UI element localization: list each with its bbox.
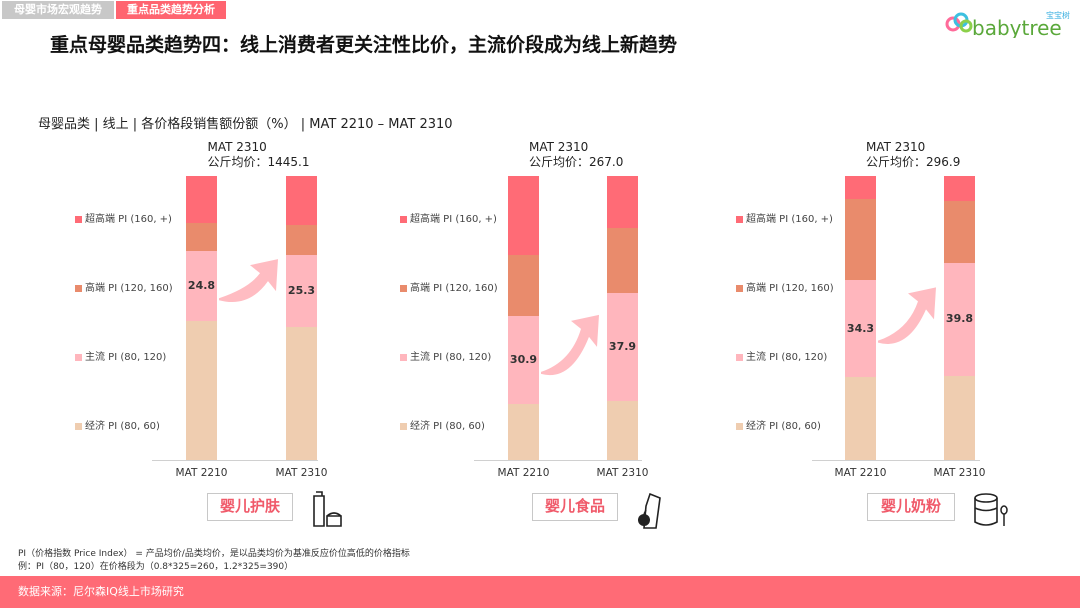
legend-label: 主流 PI (80, 120) <box>85 352 167 363</box>
category-label: 婴儿护肤 <box>207 493 293 521</box>
bar-segment-high <box>845 199 876 280</box>
bar-segment-super_high <box>286 176 317 226</box>
legend-swatch <box>75 422 82 430</box>
chart-header-price: 公斤均价：267.0 <box>529 155 624 169</box>
data-label: 30.9 <box>509 352 538 366</box>
x-axis <box>474 460 642 461</box>
legend-swatch <box>736 215 743 223</box>
chart-header-period: MAT 2310 <box>529 140 589 154</box>
bar-segment-mainstream <box>607 293 638 401</box>
legend-item-super_high: 超高端 PI (160, +) <box>75 210 172 225</box>
legend-label: 主流 PI (80, 120) <box>746 352 828 363</box>
bar-segment-mainstream <box>186 250 217 322</box>
chart-header-price: 公斤均价：1445.1 <box>207 155 310 169</box>
x-tick-label: MAT 2210 <box>497 467 550 479</box>
bar-segment-economy <box>186 321 217 460</box>
footer-source: 数据来源：尼尔森IQ线上市场研究 <box>0 576 1080 608</box>
legend-item-economy: 经济 PI (80, 60) <box>400 417 485 432</box>
bar-segment-mainstream <box>845 279 876 378</box>
legend-item-super_high: 超高端 PI (160, +) <box>736 210 833 225</box>
bar-segment-high <box>186 222 217 251</box>
legend-item-high: 高端 PI (120, 160) <box>75 279 173 294</box>
bar-segment-high <box>508 254 539 316</box>
chart-header-period: MAT 2310 <box>207 140 267 154</box>
formula-can-icon <box>974 493 1008 526</box>
data-label: 25.3 <box>287 284 316 298</box>
legend-label: 超高端 PI (160, +) <box>85 214 172 225</box>
bar-segment-mainstream <box>508 316 539 404</box>
bar-segment-super_high <box>944 176 975 201</box>
chart-subtitle: 母婴品类 | 线上 | 各价格段销售额份额（%） | MAT 2210 – MA… <box>38 117 453 132</box>
x-tick-label: MAT 2210 <box>175 467 228 479</box>
bar-segment-economy <box>944 375 975 460</box>
legend-swatch <box>736 422 743 430</box>
category-label: 婴儿奶粉 <box>867 493 955 521</box>
svg-text:babytree: babytree <box>972 16 1062 38</box>
x-tick-label: MAT 2310 <box>275 467 328 479</box>
bar-segment-high <box>944 200 975 263</box>
legend-label: 经济 PI (80, 60) <box>85 421 160 432</box>
legend-label: 高端 PI (120, 160) <box>410 283 498 294</box>
data-label: 24.8 <box>187 279 216 293</box>
page-title: 重点母婴品类趋势四：线上消费者更关注性比价，主流价段成为线上新趋势 <box>50 34 678 56</box>
data-label: 37.9 <box>608 339 637 353</box>
babytree-logo: babytree 宝宝树 <box>944 8 1072 40</box>
svg-text:宝宝树: 宝宝树 <box>1046 10 1070 20</box>
x-axis <box>152 460 318 461</box>
legend-item-super_high: 超高端 PI (160, +) <box>400 210 497 225</box>
legend-label: 高端 PI (120, 160) <box>85 283 173 294</box>
bar-segment-high <box>286 225 317 256</box>
bar-segment-economy <box>607 400 638 460</box>
tab-market-trends[interactable]: 母婴市场宏观趋势 <box>2 1 114 19</box>
note-pi-example: 例：PI（80，120）在价格段为（0.8*325=260，1.2*325=39… <box>18 562 294 572</box>
data-label: 39.8 <box>945 312 974 326</box>
legend-item-mainstream: 主流 PI (80, 120) <box>75 348 166 363</box>
legend-label: 经济 PI (80, 60) <box>410 421 485 432</box>
legend-swatch <box>75 284 82 292</box>
legend-item-mainstream: 主流 PI (80, 120) <box>400 348 491 363</box>
data-label: 34.3 <box>846 321 875 335</box>
bar-segment-economy <box>845 377 876 460</box>
legend-swatch <box>400 353 407 361</box>
x-axis <box>812 460 980 461</box>
legend-swatch <box>400 422 407 430</box>
chart-header-period: MAT 2310 <box>866 140 926 154</box>
legend-item-economy: 经济 PI (80, 60) <box>736 417 821 432</box>
bar-segment-high <box>607 227 638 293</box>
legend-label: 超高端 PI (160, +) <box>410 214 497 225</box>
tab-category-analysis[interactable]: 重点品类趋势分析 <box>116 1 226 19</box>
legend-label: 高端 PI (120, 160) <box>746 283 834 294</box>
legend-label: 主流 PI (80, 120) <box>410 352 492 363</box>
bar-segment-economy <box>508 403 539 460</box>
legend-swatch <box>736 353 743 361</box>
legend-swatch <box>75 215 82 223</box>
bar-segment-super_high <box>845 176 876 199</box>
legend-item-high: 高端 PI (120, 160) <box>400 279 498 294</box>
legend-label: 经济 PI (80, 60) <box>746 421 821 432</box>
notes: PI（价格指数 Price Index） = 产品均价/品类均价，是以品类均价为… <box>18 548 410 574</box>
skincare-bottle-icon <box>313 491 342 527</box>
legend-swatch <box>736 284 743 292</box>
legend-item-economy: 经济 PI (80, 60) <box>75 417 160 432</box>
bar-segment-mainstream <box>944 262 975 376</box>
legend-swatch <box>75 353 82 361</box>
bar-segment-economy <box>286 327 317 460</box>
x-tick-label: MAT 2310 <box>596 467 649 479</box>
bar-segment-mainstream <box>286 255 317 328</box>
bar-segment-super_high <box>508 176 539 255</box>
legend-label: 超高端 PI (160, +) <box>746 214 833 225</box>
chart-header-price: 公斤均价：296.9 <box>866 155 961 169</box>
legend-item-high: 高端 PI (120, 160) <box>736 279 834 294</box>
x-tick-label: MAT 2210 <box>834 467 887 479</box>
bar-segment-super_high <box>186 176 217 223</box>
legend-item-mainstream: 主流 PI (80, 120) <box>736 348 827 363</box>
note-pi-definition: PI（价格指数 Price Index） = 产品均价/品类均价，是以品类均价为… <box>18 549 410 559</box>
bar-segment-super_high <box>607 176 638 228</box>
legend-swatch <box>400 284 407 292</box>
x-tick-label: MAT 2310 <box>933 467 986 479</box>
baby-food-icon <box>638 492 661 529</box>
legend-swatch <box>400 215 407 223</box>
category-label: 婴儿食品 <box>532 493 618 521</box>
